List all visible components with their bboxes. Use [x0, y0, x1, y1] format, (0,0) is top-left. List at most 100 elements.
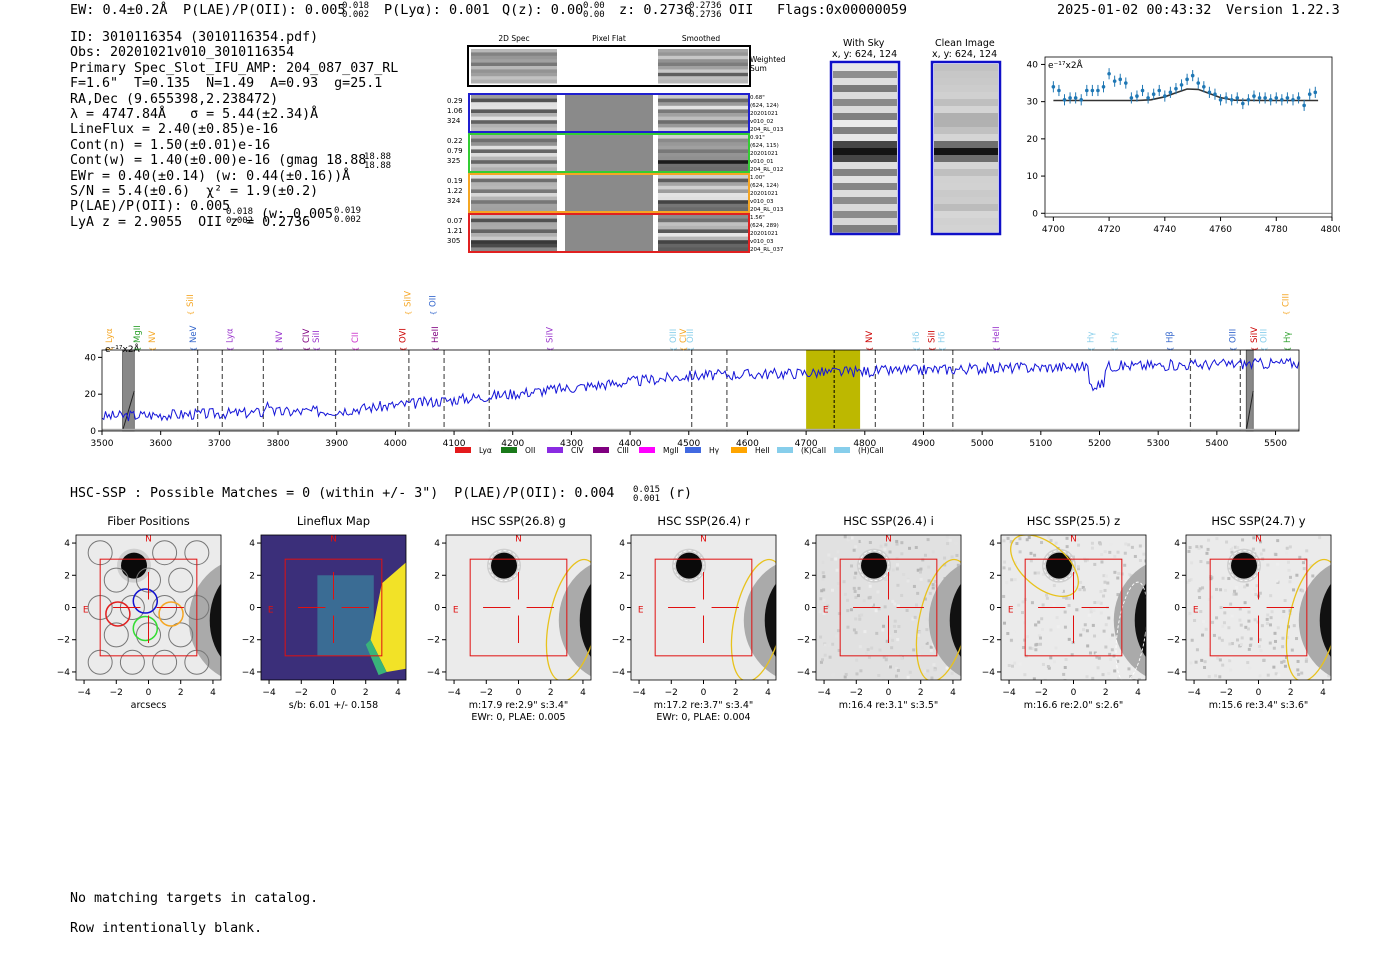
point-marker: [1151, 92, 1156, 97]
north-label: N: [1070, 534, 1077, 544]
header-z-line: OII: [729, 2, 754, 18]
noise-pixel: [1003, 560, 1007, 564]
emission-line-label: Lyα: [105, 328, 115, 343]
noise-pixel: [1295, 637, 1299, 641]
noise-pixel: [874, 609, 878, 613]
east-label: E: [1193, 605, 1199, 615]
sky-row: [934, 225, 998, 233]
noise-pixel: [1188, 611, 1192, 615]
cutout-stripe: [471, 55, 557, 60]
noise-pixel: [823, 643, 827, 647]
emission-line-label: CIV: [302, 329, 312, 343]
noise-pixel: [1257, 644, 1261, 648]
noise-pixel: [1052, 660, 1056, 664]
noise-pixel: [849, 608, 853, 612]
point-marker: [1235, 96, 1240, 100]
noise-pixel: [1107, 616, 1111, 620]
noise-pixel: [882, 624, 886, 628]
noise-pixel: [1262, 548, 1266, 552]
noise-pixel: [1212, 633, 1216, 637]
legend-swatch: [685, 447, 701, 453]
data-point: [1241, 97, 1245, 110]
emission-line-label: OIII: [1229, 329, 1239, 343]
sky-row: [833, 71, 897, 79]
noise-pixel: [1027, 535, 1031, 539]
noise-pixel: [1266, 563, 1270, 567]
sky-row: [833, 183, 897, 191]
data-point: [1263, 92, 1267, 104]
galaxy-core: [949, 583, 961, 658]
panel-image: [1186, 535, 1331, 680]
noise-pixel: [822, 611, 826, 615]
noise-pixel: [852, 548, 856, 552]
noise-pixel: [1037, 634, 1041, 638]
noise-pixel: [1268, 623, 1272, 627]
sky-row: [833, 134, 897, 142]
cutout-row-meta: 20201021: [750, 191, 778, 197]
sky-row: [833, 64, 897, 72]
noise-pixel: [1287, 568, 1291, 572]
noise-pixel: [1104, 623, 1108, 627]
sky-row: [934, 141, 998, 149]
emission-line-bracket: {: [106, 347, 114, 351]
noise-pixel: [896, 583, 900, 587]
noise-pixel: [931, 586, 935, 590]
noise-pixel: [1288, 575, 1292, 579]
noise-pixel: [921, 645, 925, 649]
noise-pixel: [821, 577, 825, 581]
noise-pixel: [836, 587, 840, 591]
x-tick-label: −2: [295, 688, 308, 698]
noise-pixel: [1054, 646, 1058, 650]
x-tick-label: 0: [516, 688, 522, 698]
noise-pixel: [1006, 632, 1010, 636]
cutout-row-meta: 204_RL_013: [750, 207, 784, 213]
noise-pixel: [823, 653, 827, 657]
legend-entry: OII: [501, 446, 535, 455]
noise-pixel: [1063, 610, 1067, 614]
noise-pixel: [1097, 656, 1101, 660]
emission-line-bracket: {: [190, 347, 198, 351]
noise-pixel: [1199, 545, 1203, 549]
noise-pixel: [1049, 656, 1053, 660]
noise-pixel: [850, 564, 854, 568]
cutout-row-meta: 0.91": [750, 135, 765, 141]
noise-pixel: [1318, 536, 1322, 540]
info-line: RA,Dec (9.655398,2.238472): [70, 91, 279, 107]
catalog-footer: No matching targets in catalog. Row inte…: [70, 876, 318, 951]
cutout-stripe: [471, 175, 557, 180]
emission-line-label: CIV: [679, 329, 689, 343]
noise-pixel: [1219, 606, 1223, 610]
point-marker: [1068, 96, 1072, 100]
point-marker: [1213, 92, 1217, 97]
cutout-stripe: [471, 243, 557, 248]
noise-pixel: [1248, 666, 1252, 670]
sky-row: [934, 85, 998, 93]
x-tick-label: 4800: [853, 439, 876, 449]
y-tick-label: 2: [434, 571, 440, 581]
noise-pixel: [863, 630, 867, 634]
x-tick-label: 0: [1071, 688, 1077, 698]
noise-pixel: [1281, 615, 1285, 619]
data-point: [1084, 84, 1089, 97]
cutout-stripe: [658, 95, 748, 100]
data-point: [1146, 92, 1150, 104]
noise-pixel: [1079, 580, 1083, 584]
noise-pixel: [820, 658, 824, 662]
noise-pixel: [1203, 660, 1207, 664]
pixel-flat-noise: [565, 135, 653, 171]
noise-pixel: [895, 539, 899, 543]
point-marker: [1174, 86, 1178, 91]
noise-pixel: [890, 646, 894, 650]
emission-line-label: HeII: [431, 326, 441, 343]
emission-line-bracket: {: [687, 347, 695, 351]
noise-pixel: [1129, 674, 1133, 678]
cutout-stripe: [658, 149, 748, 154]
cutout-row-meta: (624, 124): [750, 103, 779, 109]
noise-pixel: [1116, 550, 1120, 554]
galaxy-core: [764, 583, 776, 658]
noise-pixel: [1276, 626, 1280, 630]
point-marker: [1241, 101, 1245, 106]
noise-pixel: [1284, 551, 1288, 555]
noise-pixel: [1002, 621, 1006, 625]
noise-pixel: [929, 645, 933, 649]
